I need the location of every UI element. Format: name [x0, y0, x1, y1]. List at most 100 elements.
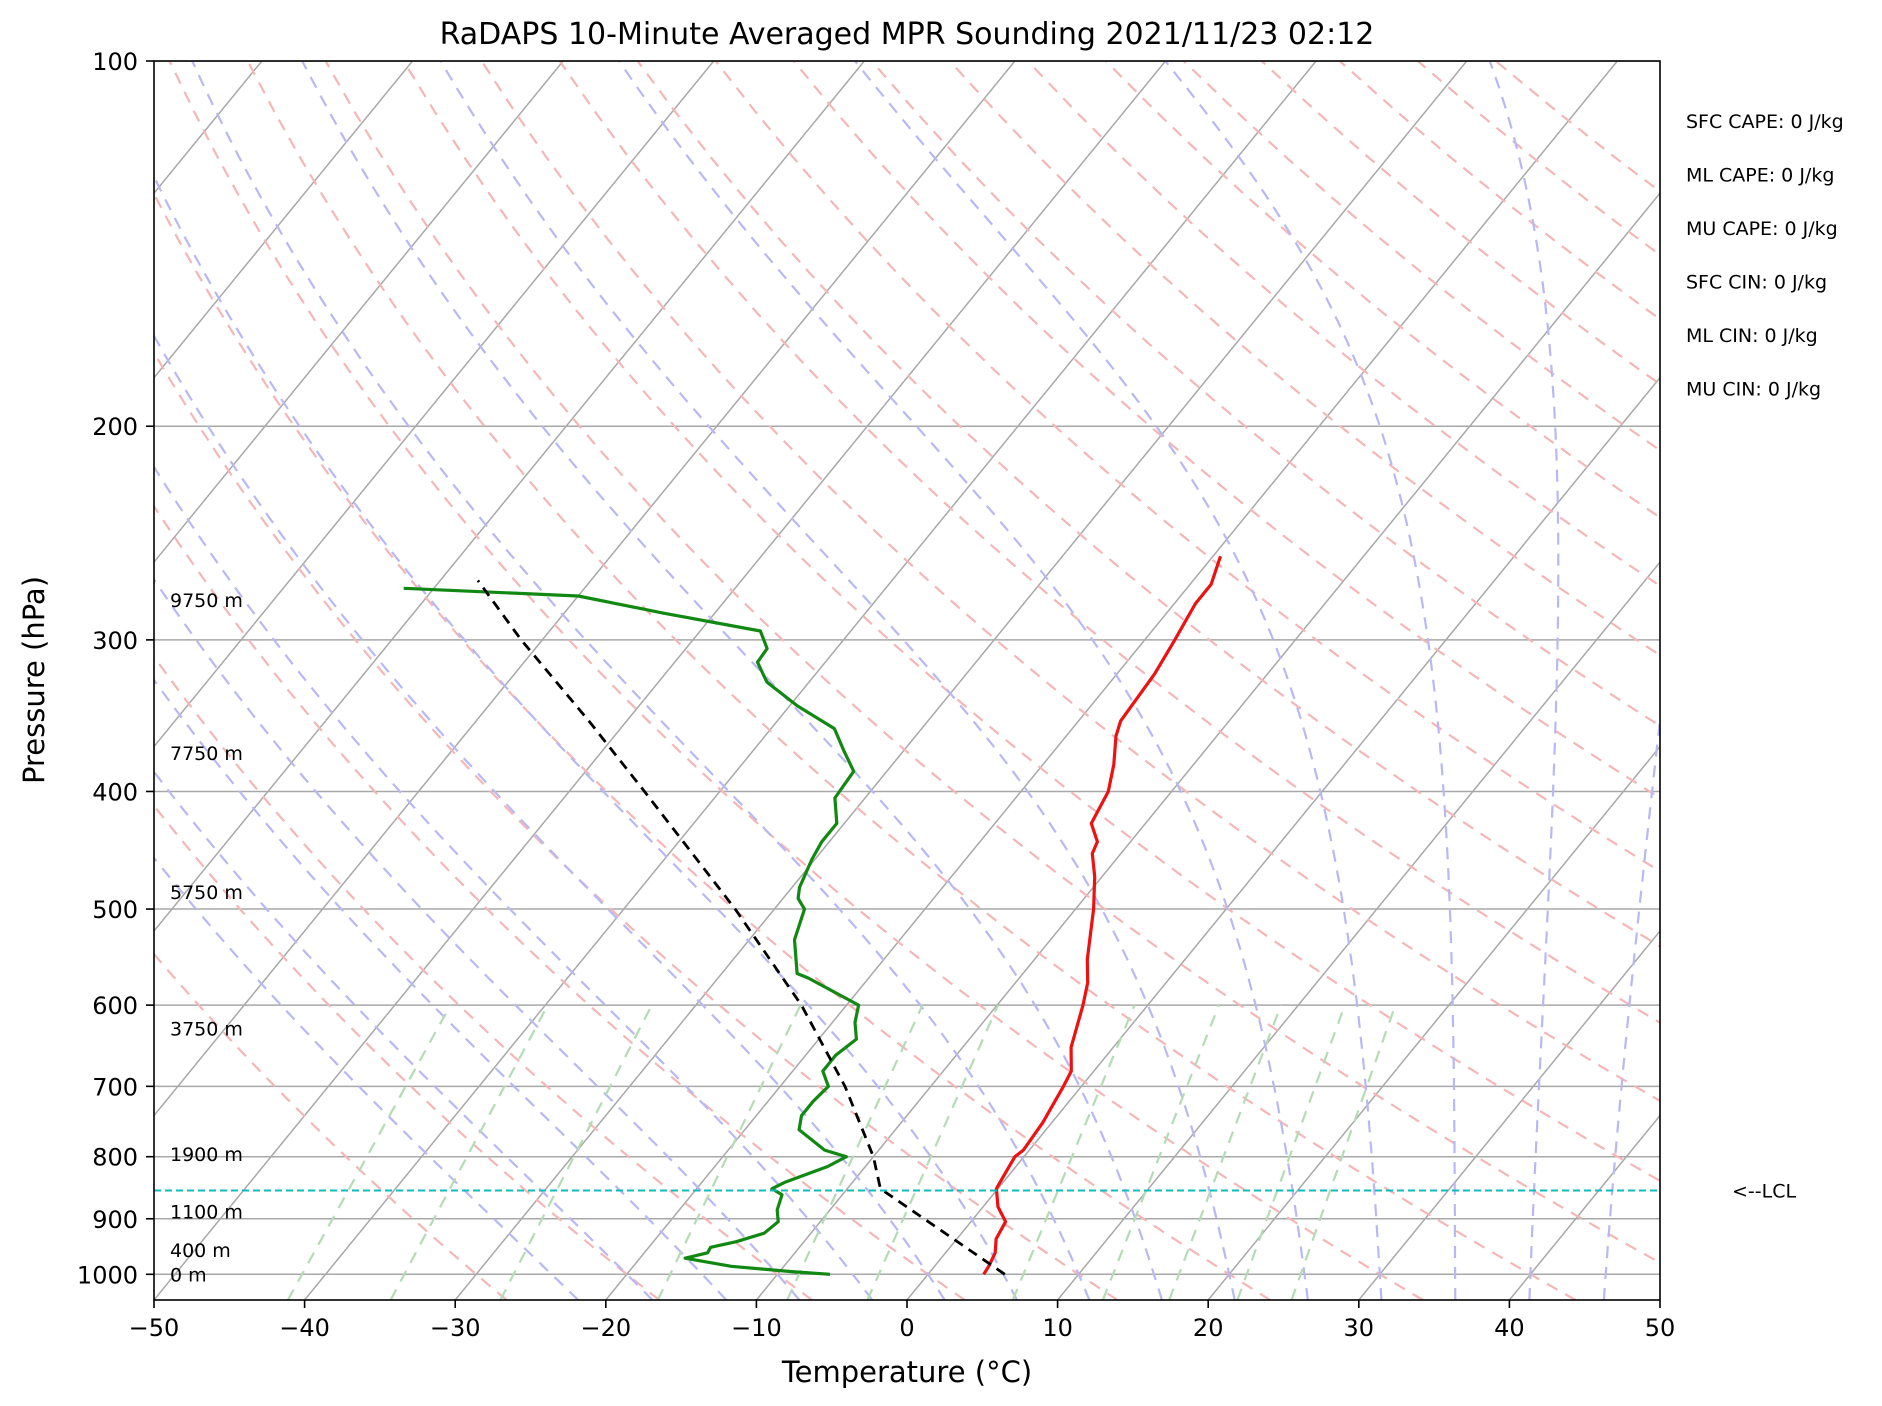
dry-adiabat [558, 61, 1660, 1024]
x-tick-label: 0 [899, 1314, 914, 1342]
moist-adiabat [439, 61, 1236, 1300]
isotherm-line [1057, 560, 1660, 1300]
parcel-line [476, 579, 1006, 1276]
moist-adiabat [154, 333, 946, 1300]
isotherm-line [454, 61, 1468, 1300]
mixing-ratio-line [1290, 1004, 1397, 1300]
temperature-line [982, 555, 1223, 1276]
isotherm-line [1358, 929, 1660, 1300]
dry-adiabat [792, 61, 1660, 800]
mixing-ratio-line [1236, 1004, 1346, 1300]
y-tick-label: 900 [92, 1206, 138, 1234]
height-label: 5750 m [170, 882, 243, 904]
moist-adiabat [191, 61, 1091, 1300]
moist-adiabat [154, 678, 728, 1300]
moist-adiabat [154, 464, 874, 1300]
stability-index-text: ML CAPE: 0 J/kg [1686, 165, 1834, 187]
stability-index-text: SFC CAPE: 0 J/kg [1686, 111, 1844, 133]
isotherm-line [154, 61, 1167, 1300]
x-axis-label: Temperature (°C) [781, 1355, 1032, 1389]
moist-adiabat [154, 856, 579, 1300]
moist-adiabat [301, 61, 1163, 1300]
height-label: 3750 m [170, 1018, 243, 1040]
dry-adiabat [1260, 61, 1660, 386]
isotherm-line [304, 61, 1317, 1300]
moist-adiabat [154, 174, 1018, 1300]
lcl-label: <--LCL [1732, 1181, 1796, 1203]
dry-adiabat [168, 61, 1424, 1300]
moist-adiabat [618, 61, 1309, 1300]
background-grid [154, 61, 1882, 1300]
dry-adiabat [870, 61, 1660, 728]
dry-adiabat [154, 952, 508, 1300]
mixing-ratio-line [286, 1004, 452, 1300]
moist-adiabat [1602, 710, 1660, 1300]
y-tick-label: 400 [92, 778, 138, 806]
dry-adiabat [1416, 61, 1660, 257]
isotherm-line [154, 61, 414, 379]
x-axis: −50 −40 −30 −20 −10 0 10 20 30 40 50 [129, 1300, 1675, 1342]
stability-index-text: MU CIN: 0 J/kg [1686, 379, 1821, 401]
chart-title: RaDAPS 10-Minute Averaged MPR Sounding 2… [440, 17, 1375, 52]
dry-adiabat [324, 61, 1660, 1264]
y-tick-label: 600 [92, 992, 138, 1020]
mixing-ratio-line [1101, 1004, 1220, 1300]
mixing-ratio-line [499, 1004, 653, 1300]
y-tick-label: 800 [92, 1144, 138, 1172]
isotherm-line [906, 376, 1660, 1300]
mixing-ratio-line [1168, 1004, 1283, 1300]
mixing-ratio-line [866, 1004, 1000, 1300]
height-label: 9750 m [170, 590, 243, 612]
y-tick-label: 700 [92, 1073, 138, 1101]
mixing-ratio-line [656, 1004, 802, 1300]
dewpoint-line [403, 586, 861, 1276]
thermo-background-lines [154, 61, 1660, 1300]
stability-index-text: SFC CIN: 0 J/kg [1686, 272, 1827, 294]
stability-index-text: MU CAPE: 0 J/kg [1686, 218, 1838, 240]
height-label: 400 m [170, 1240, 231, 1262]
y-tick-label: 500 [92, 896, 138, 924]
dry-adiabat [154, 504, 966, 1300]
dry-adiabat [1338, 61, 1660, 321]
x-tick-label: 30 [1344, 1314, 1375, 1342]
dry-adiabat [1182, 61, 1660, 452]
dry-adiabat [1026, 61, 1660, 588]
isotherm-line [1508, 1114, 1660, 1300]
y-tick-label: 200 [92, 413, 138, 441]
isotherm-line [154, 61, 564, 564]
x-tick-label: −40 [279, 1314, 330, 1342]
isotherm-line [1207, 745, 1660, 1300]
height-label: 1100 m [170, 1202, 243, 1224]
height-label: 0 m [170, 1264, 207, 1286]
x-tick-label: −10 [731, 1314, 782, 1342]
sounding-series [403, 555, 1223, 1276]
x-tick-label: 40 [1494, 1314, 1525, 1342]
moist-adiabat [854, 61, 1383, 1300]
dry-adiabat [154, 655, 813, 1300]
dry-adiabat [154, 191, 1271, 1300]
dry-adiabat [480, 61, 1660, 1103]
stability-index-text: ML CIN: 0 J/kg [1686, 325, 1818, 347]
x-tick-label: 20 [1193, 1314, 1224, 1342]
x-tick-label: −30 [430, 1314, 481, 1342]
dry-adiabat [246, 61, 1577, 1300]
mixing-ratio-line [389, 1004, 549, 1300]
height-label: 1900 m [170, 1144, 243, 1166]
y-tick-label: 1000 [77, 1261, 138, 1289]
dry-adiabat [714, 61, 1660, 873]
dry-adiabat [636, 61, 1660, 948]
dry-adiabat [948, 61, 1660, 657]
mixing-ratio-line [786, 1004, 924, 1300]
dry-adiabat [1495, 61, 1660, 193]
y-tick-label: 300 [92, 627, 138, 655]
stability-indices: SFC CAPE: 0 J/kg ML CAPE: 0 J/kg MU CAPE: … [1686, 111, 1844, 401]
dry-adiabat [402, 61, 1660, 1183]
x-tick-label: −50 [129, 1314, 180, 1342]
isotherm-line [1659, 1298, 1660, 1300]
mixing-ratio-line [1011, 1004, 1136, 1300]
lcl-layer: <--LCL [154, 1181, 1796, 1203]
moist-adiabat [1488, 61, 1560, 1300]
isotherm-line [154, 61, 865, 933]
isotherm-line [1811, 61, 1882, 1300]
